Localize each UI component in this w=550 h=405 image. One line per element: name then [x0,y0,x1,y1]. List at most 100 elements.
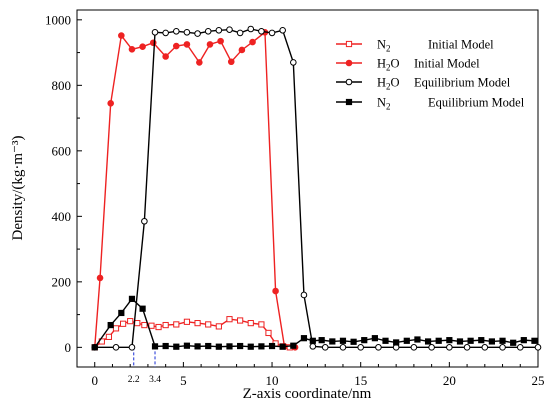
legend-label: N2 [377,96,391,112]
data-point [258,321,265,328]
data-point [350,338,357,345]
data-point [141,217,148,225]
data-point [290,342,297,349]
data-point [134,320,141,327]
data-point [300,291,308,299]
data-point [173,343,180,350]
data-point [339,344,347,351]
annotation-lines: 2.2 3.4 [128,346,161,385]
y-axis-title: Density/(kg·m⁻³) [10,136,26,241]
series-3 [91,295,538,351]
legend-label: N2 [377,38,391,54]
data-point [499,344,506,351]
data-point [215,343,222,350]
data-point [128,295,136,302]
legend-description: Initial Model [428,38,494,52]
data-point [118,309,125,317]
data-point [531,337,538,344]
data-point [162,321,169,329]
x-tick-label: 25 [532,373,545,388]
data-point [428,344,435,351]
data-point [215,323,222,330]
data-point [534,344,542,351]
data-point [139,305,146,312]
data-point [120,320,127,327]
data-point [127,318,134,325]
data-point [183,41,191,48]
data-point [226,26,233,33]
data-point [172,42,180,50]
data-point [520,337,527,344]
data-point [258,343,265,350]
data-point [375,344,382,351]
data-point [268,342,276,350]
data-point [279,343,286,350]
data-point [112,344,120,351]
data-point [339,337,347,344]
legend-marker [345,59,353,67]
data-point [112,325,120,332]
data-point [403,337,410,344]
x-tick-label: 10 [266,373,279,388]
data-point [309,343,317,350]
data-point [357,344,364,351]
data-point [478,337,485,344]
data-point [205,321,212,328]
data-point [128,46,136,53]
data-point [516,344,524,351]
data-point [290,59,297,66]
legend: N2 Initial Model H2O Initial Model H2O Equili… [336,38,525,112]
y-tick-label: 600 [52,143,72,158]
data-point [118,32,125,39]
data-point [205,342,212,350]
data-point [238,46,246,54]
data-point [194,320,201,327]
data-point [499,337,506,344]
data-point [237,317,244,324]
data-point [183,28,191,36]
data-point [204,27,212,35]
axis-layer: 0 5 10 15 20 25 0 200 400 600 800 1000 [45,12,545,388]
y-tick-label: 800 [52,78,72,93]
data-point [249,38,256,46]
x-tick-label: 5 [180,373,187,388]
data-point [107,321,114,329]
data-point [96,274,104,282]
y-tick-label: 400 [52,209,72,224]
data-point [206,41,214,48]
legend-description: Initial Model [414,57,480,71]
data-point [414,336,421,343]
annotation-label: 3.4 [149,375,161,385]
data-point [194,343,201,350]
data-point [393,339,400,346]
data-point [217,37,224,45]
data-point [424,338,432,345]
data-point [272,287,279,295]
data-point [279,27,286,34]
data-point [237,342,244,350]
data-point [105,333,113,340]
data-point [382,337,389,344]
data-point [226,343,233,350]
data-point [183,318,191,325]
data-point [410,344,418,351]
legend-label: H2O [377,57,400,73]
series-1 [91,28,299,351]
data-point [265,329,272,337]
data-point [268,29,276,37]
data-point [128,344,136,351]
data-point [481,344,489,351]
data-point [194,30,201,37]
data-point [172,27,180,35]
data-point [183,342,191,349]
data-point [488,338,495,345]
data-point [510,339,517,346]
data-point [173,321,180,328]
data-point [226,316,233,323]
series-line [94,30,296,349]
legend-item: N2 Initial Model [336,38,494,54]
data-point [329,338,336,345]
legend-description: Equilibrium Model [414,76,511,90]
series-2 [91,25,542,351]
